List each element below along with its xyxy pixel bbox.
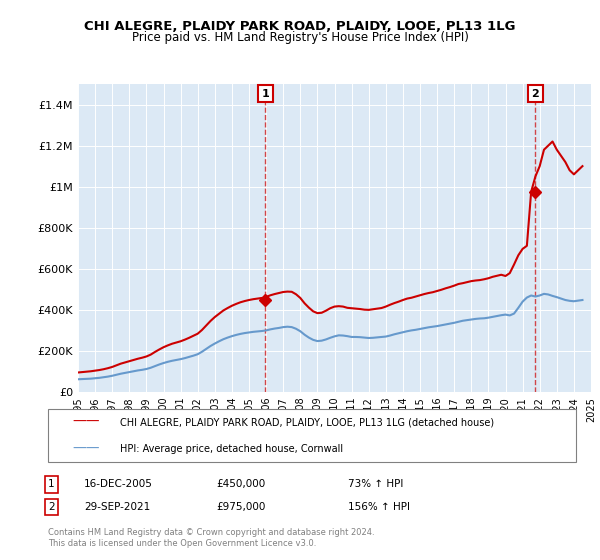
Text: £450,000: £450,000 [216,479,265,489]
Text: ——: —— [72,415,100,429]
Text: Price paid vs. HM Land Registry's House Price Index (HPI): Price paid vs. HM Land Registry's House … [131,31,469,44]
Text: 73% ↑ HPI: 73% ↑ HPI [348,479,403,489]
Text: 156% ↑ HPI: 156% ↑ HPI [348,502,410,512]
Text: 29-SEP-2021: 29-SEP-2021 [84,502,150,512]
Text: Contains HM Land Registry data © Crown copyright and database right 2024.
This d: Contains HM Land Registry data © Crown c… [48,528,374,548]
Text: 2: 2 [48,502,55,512]
Text: HPI: Average price, detached house, Cornwall: HPI: Average price, detached house, Corn… [120,444,343,454]
Text: CHI ALEGRE, PLAIDY PARK ROAD, PLAIDY, LOOE, PL13 1LG: CHI ALEGRE, PLAIDY PARK ROAD, PLAIDY, LO… [84,20,516,32]
Text: 16-DEC-2005: 16-DEC-2005 [84,479,153,489]
Text: £975,000: £975,000 [216,502,265,512]
Text: 2: 2 [532,88,539,99]
Text: ——: —— [72,442,100,456]
Text: 1: 1 [262,88,269,99]
Text: 1: 1 [48,479,55,489]
Text: CHI ALEGRE, PLAIDY PARK ROAD, PLAIDY, LOOE, PL13 1LG (detached house): CHI ALEGRE, PLAIDY PARK ROAD, PLAIDY, LO… [120,417,494,427]
